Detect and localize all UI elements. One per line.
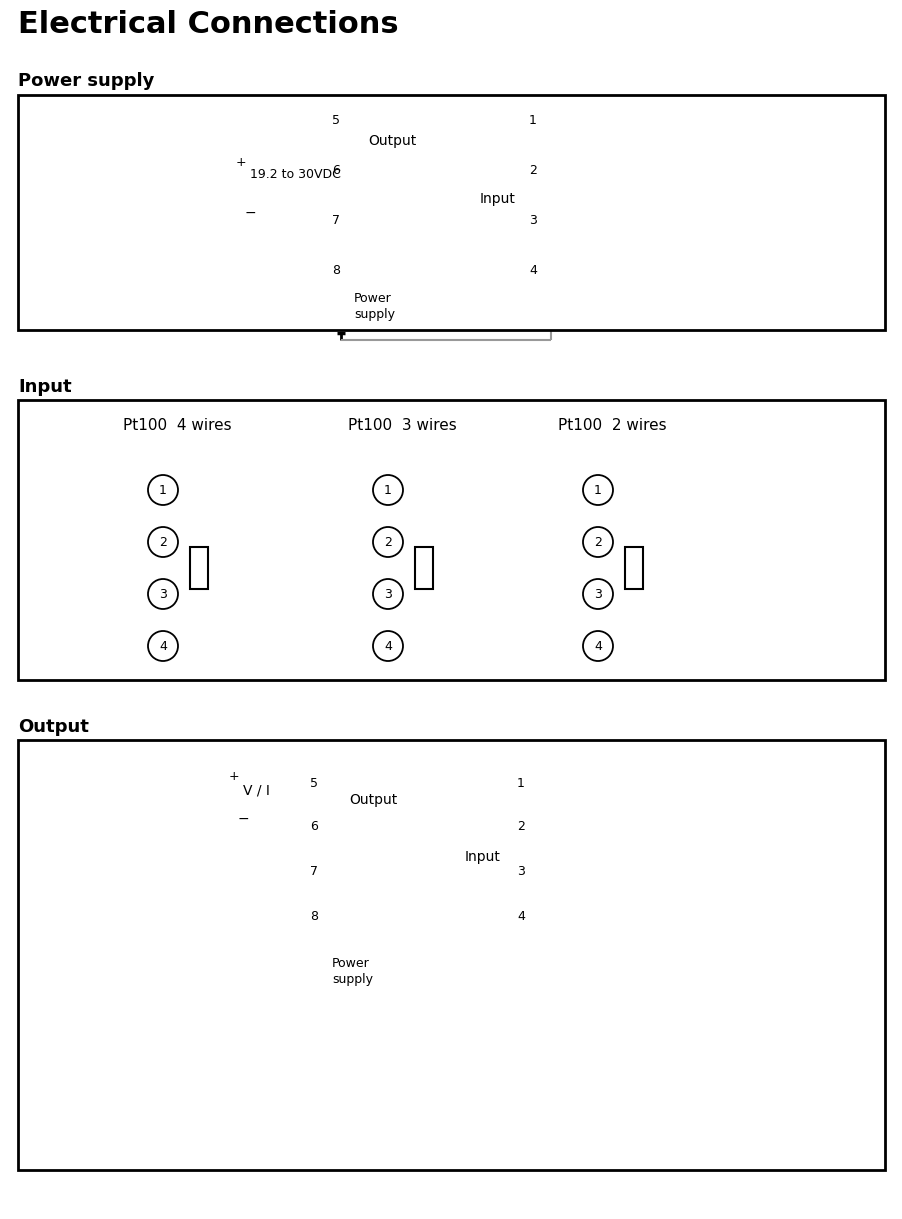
- Circle shape: [583, 579, 612, 610]
- Text: Input: Input: [479, 193, 515, 206]
- Text: supply: supply: [332, 973, 373, 986]
- Text: 8: 8: [309, 911, 318, 923]
- Text: Output: Output: [368, 134, 416, 147]
- Text: −: −: [237, 812, 249, 826]
- Text: supply: supply: [354, 308, 394, 321]
- Text: 3: 3: [594, 588, 602, 601]
- Circle shape: [373, 475, 402, 505]
- Circle shape: [148, 475, 178, 505]
- Text: 1: 1: [383, 484, 391, 496]
- Bar: [18, 400, 884, 680]
- Circle shape: [583, 475, 612, 505]
- Circle shape: [373, 579, 402, 610]
- Circle shape: [583, 631, 612, 661]
- Text: 3: 3: [517, 865, 524, 878]
- Text: 3: 3: [383, 588, 391, 601]
- Text: 2: 2: [383, 535, 391, 549]
- Bar: [189, 547, 207, 589]
- Text: 6: 6: [332, 165, 339, 177]
- Circle shape: [148, 527, 178, 557]
- Text: Power: Power: [354, 293, 391, 305]
- Circle shape: [583, 527, 612, 557]
- Text: +: +: [235, 156, 245, 169]
- Text: 7: 7: [309, 865, 318, 878]
- Text: 7: 7: [332, 215, 340, 227]
- Bar: [415, 547, 433, 589]
- Text: 1: 1: [594, 484, 602, 496]
- Text: Pt100  3 wires: Pt100 3 wires: [347, 418, 456, 433]
- Text: 4: 4: [529, 265, 537, 277]
- Text: 4: 4: [594, 640, 602, 652]
- Text: Output: Output: [18, 718, 88, 736]
- Text: 5: 5: [309, 777, 318, 790]
- Text: Pt100  2 wires: Pt100 2 wires: [557, 418, 666, 433]
- Text: 5: 5: [332, 115, 340, 127]
- Text: 1: 1: [159, 484, 167, 496]
- Text: Electrical Connections: Electrical Connections: [18, 10, 398, 39]
- Circle shape: [373, 631, 402, 661]
- Text: +: +: [228, 769, 239, 783]
- Bar: [18, 95, 884, 330]
- Text: 1: 1: [517, 777, 524, 790]
- Text: 2: 2: [159, 535, 167, 549]
- Text: 8: 8: [332, 265, 340, 277]
- Text: Power: Power: [332, 957, 369, 970]
- Text: 2: 2: [529, 165, 537, 177]
- Text: 4: 4: [159, 640, 167, 652]
- Text: Input: Input: [465, 850, 501, 864]
- Circle shape: [373, 527, 402, 557]
- Text: 4: 4: [383, 640, 391, 652]
- Text: 2: 2: [517, 820, 524, 833]
- Text: 2: 2: [594, 535, 602, 549]
- Text: Pt100  4 wires: Pt100 4 wires: [123, 418, 232, 433]
- Text: V / I: V / I: [243, 783, 270, 797]
- Text: 3: 3: [529, 215, 537, 227]
- Text: −: −: [244, 206, 255, 219]
- Text: 3: 3: [159, 588, 167, 601]
- Text: 4: 4: [517, 911, 524, 923]
- Bar: [18, 740, 884, 1170]
- Text: 1: 1: [529, 115, 537, 127]
- Text: Power supply: Power supply: [18, 72, 154, 90]
- Circle shape: [148, 579, 178, 610]
- Text: 19.2 to 30VDC: 19.2 to 30VDC: [250, 168, 340, 180]
- Bar: [624, 547, 642, 589]
- Text: Output: Output: [348, 794, 397, 807]
- Text: Input: Input: [18, 378, 71, 396]
- Circle shape: [148, 631, 178, 661]
- Text: 6: 6: [309, 820, 318, 833]
